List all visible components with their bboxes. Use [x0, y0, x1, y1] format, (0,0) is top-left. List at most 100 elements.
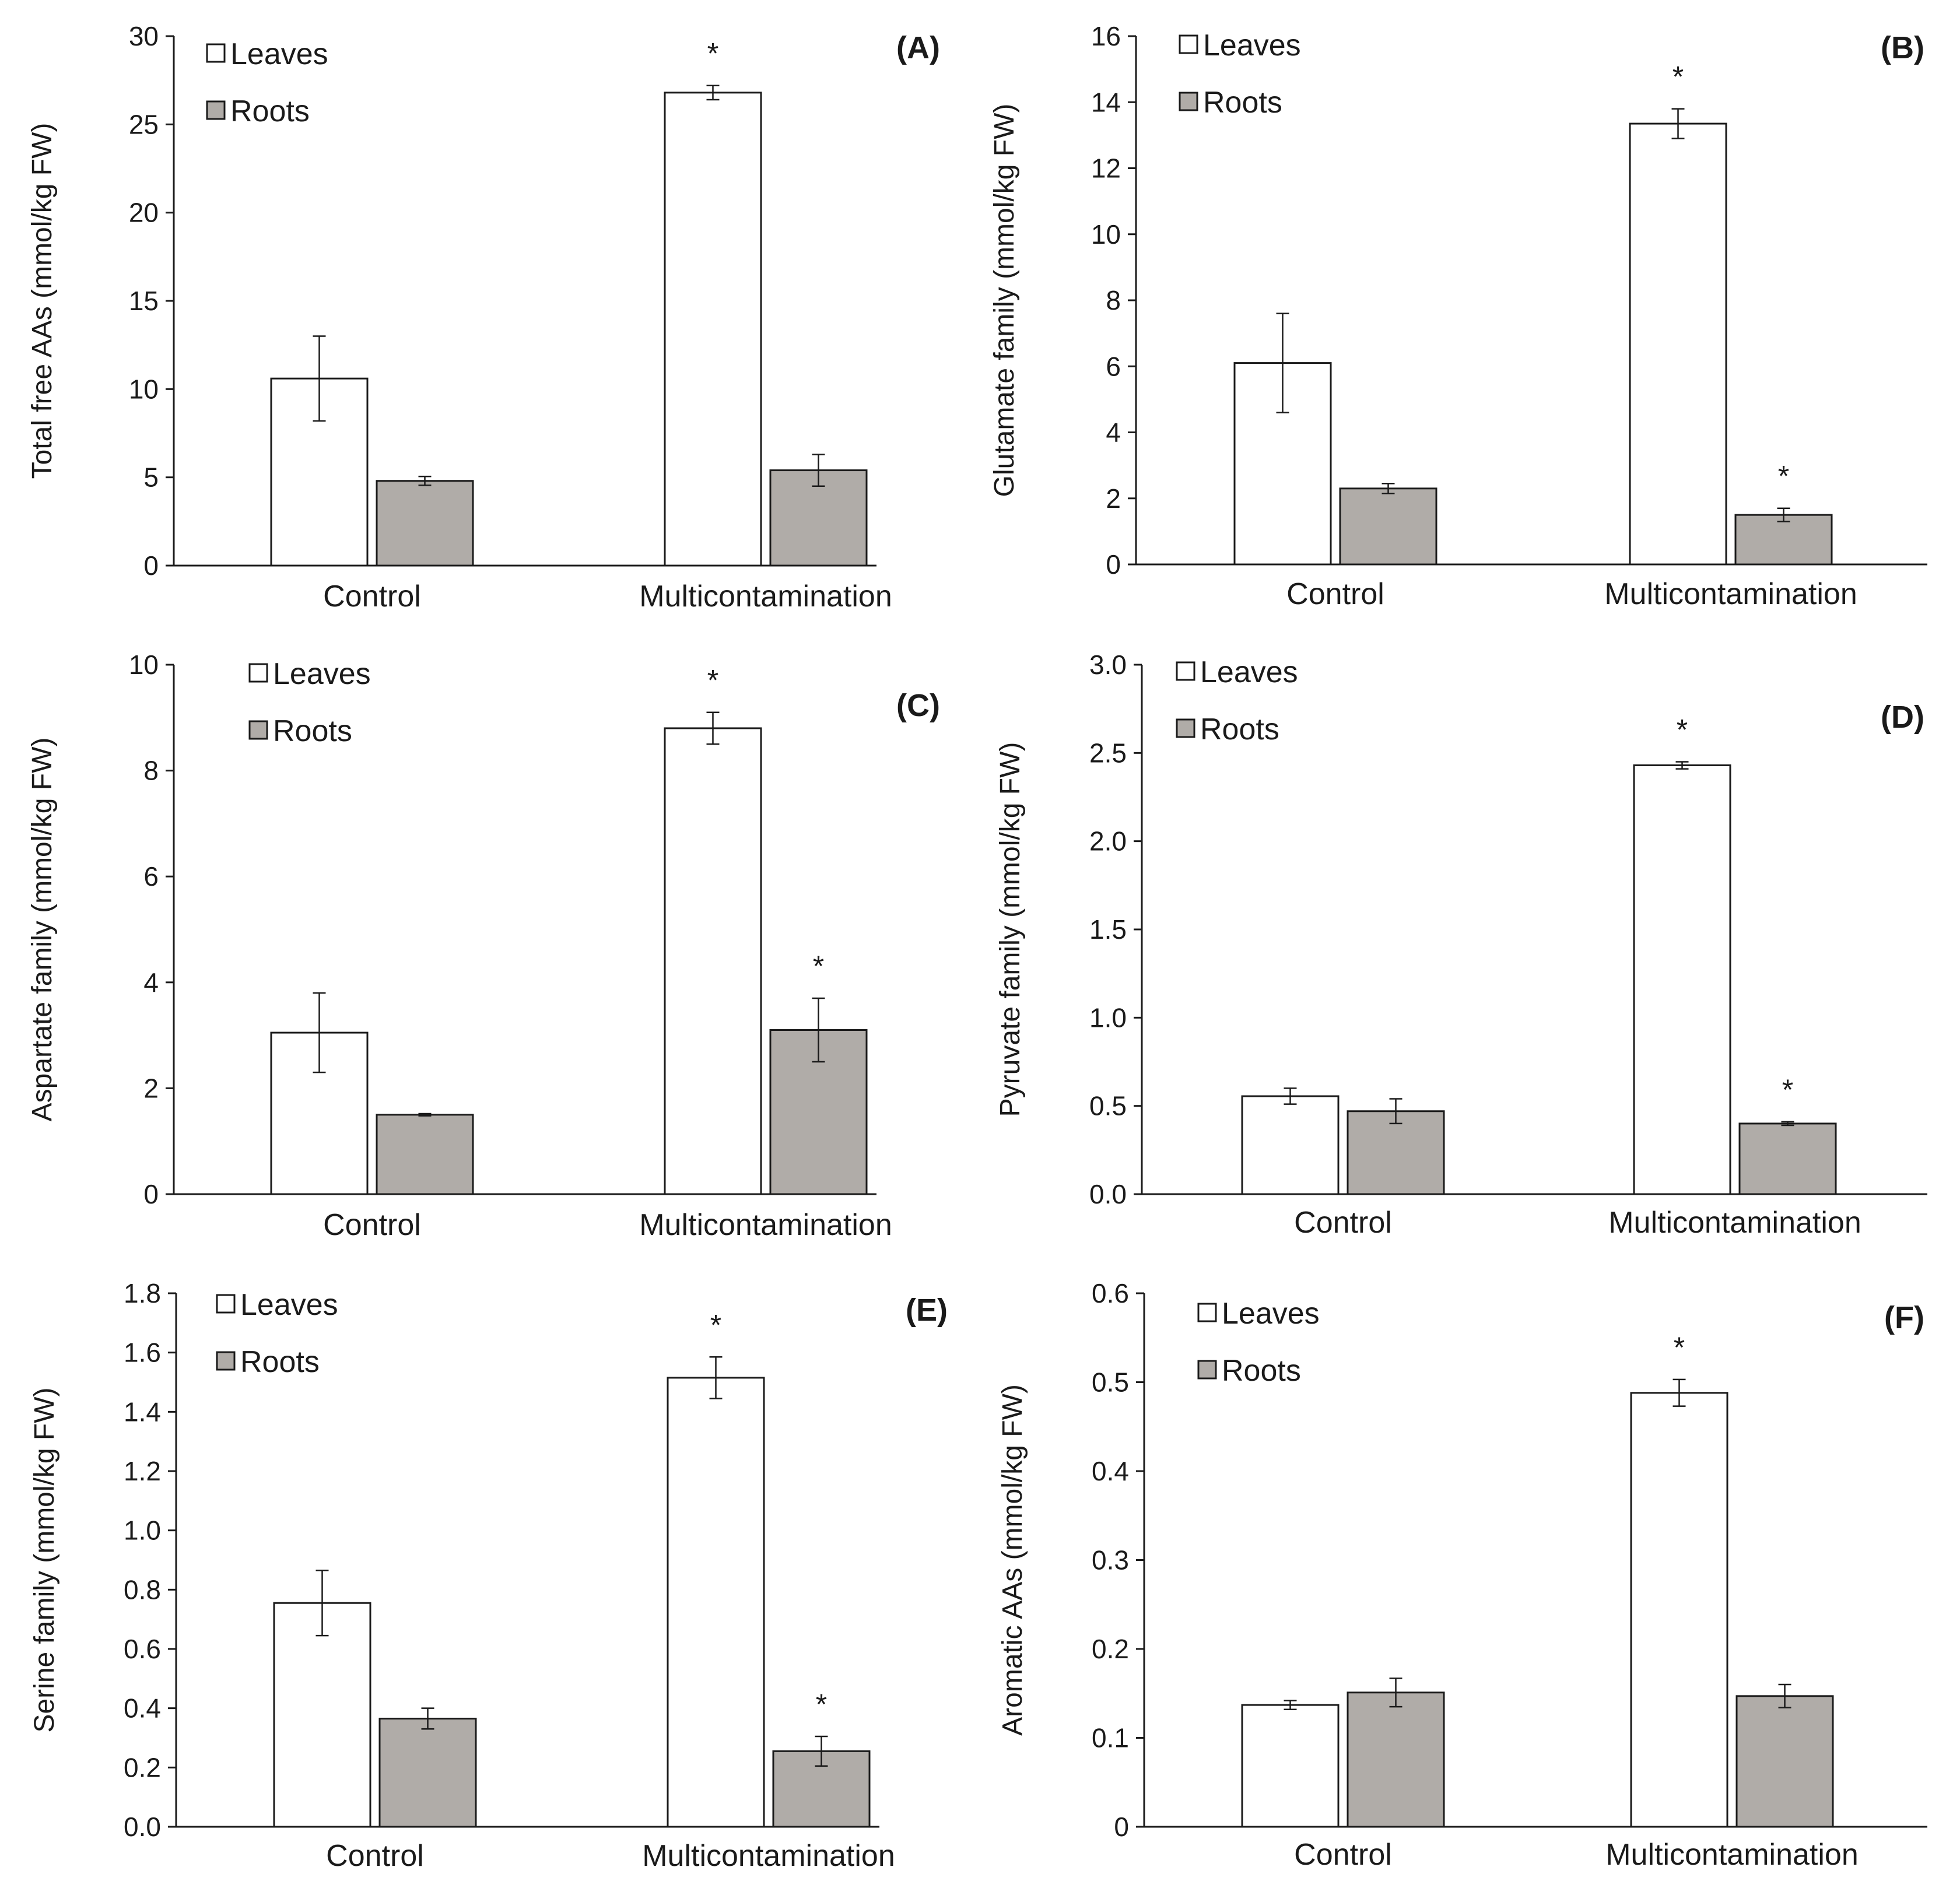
- legend-swatch-leaves: [1176, 661, 1195, 681]
- panel-label: (B): [1881, 30, 1924, 65]
- y-tick-label: 14: [1091, 87, 1121, 117]
- bar-leaves: [1633, 764, 1731, 1195]
- panel-label: (E): [906, 1293, 948, 1328]
- y-tick-label: 0: [143, 1179, 159, 1209]
- panel-label: (A): [896, 30, 940, 65]
- y-tick-label: 0.5: [1092, 1367, 1129, 1398]
- bar-roots: [378, 1717, 477, 1828]
- bar-roots: [1735, 1695, 1834, 1828]
- y-tick-label: 30: [129, 21, 159, 51]
- legend-label: Roots: [1222, 1354, 1301, 1388]
- y-tick-label: 2.5: [1089, 738, 1127, 768]
- significance-marker: *: [707, 664, 718, 697]
- bar-roots: [376, 480, 474, 567]
- bar-roots: [1339, 487, 1437, 566]
- bar-leaves: [1241, 1095, 1340, 1195]
- legend-label: Roots: [273, 714, 352, 748]
- x-category-label: Multicontamination: [1608, 1206, 1861, 1240]
- legend-swatch-roots: [206, 100, 226, 120]
- x-category-label: Control: [323, 580, 421, 613]
- y-tick-label: 0.4: [124, 1693, 161, 1724]
- legend-label: Leaves: [230, 37, 328, 71]
- y-tick-label: 2: [1106, 483, 1121, 514]
- y-tick-label: 0.2: [1092, 1634, 1129, 1664]
- y-tick-label: 1.5: [1089, 914, 1127, 945]
- x-category-label: Multicontamination: [642, 1839, 895, 1873]
- significance-marker: *: [1673, 61, 1684, 93]
- y-tick-label: 0.4: [1092, 1456, 1129, 1486]
- legend-swatch-leaves: [206, 43, 226, 63]
- legend-swatch-roots: [248, 720, 268, 740]
- y-tick-label: 20: [129, 198, 159, 228]
- y-tick-label: 4: [1106, 417, 1121, 448]
- bar-leaves: [1629, 122, 1727, 566]
- y-tick-label: 1.0: [124, 1515, 161, 1546]
- y-tick-label: 6: [1106, 351, 1121, 381]
- x-category-label: Control: [1286, 577, 1384, 611]
- y-tick-label: 16: [1091, 21, 1121, 51]
- chart-panel-e: 0.0 0.2 0.4 0.6 0.8 1.0 1.2 1.4 1.6 1.8 Serine fam…: [29, 1278, 948, 1873]
- legend-swatch-roots: [1176, 718, 1195, 738]
- significance-marker: *: [1677, 713, 1688, 746]
- y-tick-label: 0: [1114, 1812, 1129, 1842]
- legend-label: Roots: [1203, 86, 1282, 120]
- significance-marker: *: [1782, 1073, 1793, 1106]
- y-tick-label: 0: [1106, 549, 1121, 580]
- bar-roots: [1738, 1122, 1837, 1195]
- y-tick-label: 0.8: [124, 1574, 161, 1605]
- x-category-label: Multicontamination: [639, 580, 892, 613]
- y-tick-label: 0.2: [124, 1752, 161, 1782]
- y-tick-label: 8: [1106, 285, 1121, 315]
- y-tick-label: 8: [143, 756, 159, 786]
- legend-label: Roots: [230, 94, 310, 128]
- bar-leaves: [273, 1602, 371, 1828]
- legend-label: Leaves: [1222, 1297, 1320, 1331]
- y-axis-label: Total free AAs (mmol/kg FW): [27, 123, 58, 479]
- bar-roots: [1347, 1692, 1445, 1828]
- y-tick-label: 6: [143, 861, 159, 892]
- chart-panel-c: 0 2 4 6 8 10 Aspartate family (mmol/kg FW) Cont…: [27, 650, 940, 1242]
- x-category-label: Multicontamination: [1604, 577, 1857, 611]
- legend-label: Roots: [1200, 713, 1279, 746]
- y-tick-label: 4: [143, 967, 159, 998]
- bar-leaves: [1241, 1704, 1340, 1828]
- y-tick-label: 10: [129, 650, 159, 680]
- significance-marker: *: [813, 950, 824, 982]
- significance-marker: *: [707, 37, 718, 70]
- legend-swatch-leaves: [216, 1294, 236, 1314]
- panel-label: (C): [896, 688, 940, 723]
- y-tick-label: 10: [1091, 219, 1121, 250]
- bar-roots: [1734, 514, 1833, 566]
- y-tick-label: 0.0: [1089, 1179, 1127, 1209]
- y-tick-label: 0.6: [1092, 1278, 1129, 1308]
- bar-leaves: [664, 727, 762, 1195]
- y-tick-label: 15: [129, 286, 159, 316]
- y-tick-label: 25: [129, 109, 159, 139]
- x-category-label: Multicontamination: [1605, 1838, 1859, 1872]
- y-tick-label: 0: [143, 550, 159, 581]
- x-category-label: Multicontamination: [639, 1208, 892, 1242]
- legend-swatch-roots: [216, 1351, 236, 1371]
- significance-marker: *: [816, 1688, 827, 1721]
- legend-label: Leaves: [1200, 655, 1298, 689]
- y-tick-label: 1.2: [124, 1456, 161, 1486]
- y-tick-label: 2.0: [1089, 826, 1127, 857]
- chart-panel-a: 0 5 10 15 20 25 30 Total free AAs (mmol/kg FW) C…: [27, 21, 940, 613]
- y-tick-label: 0.0: [124, 1812, 161, 1842]
- chart-panel-f: 0 0.1 0.2 0.3 0.4 0.5 0.6 Aromatic AAs (mmol/kg…: [997, 1278, 1927, 1872]
- y-tick-label: 2: [143, 1073, 159, 1103]
- significance-marker: *: [710, 1308, 721, 1341]
- y-axis-label: Aromatic AAs (mmol/kg FW): [997, 1384, 1028, 1736]
- y-tick-label: 0.3: [1092, 1545, 1129, 1575]
- y-tick-label: 0.5: [1089, 1091, 1127, 1121]
- legend-swatch-leaves: [248, 663, 268, 683]
- y-tick-label: 1.6: [124, 1338, 161, 1368]
- bar-leaves: [664, 92, 762, 567]
- y-axis-label: Serine family (mmol/kg FW): [29, 1387, 60, 1732]
- legend-swatch-leaves: [1197, 1303, 1217, 1322]
- y-axis-label: Glutamate family (mmol/kg FW): [989, 104, 1020, 497]
- y-tick-label: 1.8: [124, 1278, 161, 1308]
- chart-panel-b: 0 2 4 6 8 10 12 14 16 Glutamate family (mmol/kg F…: [989, 21, 1927, 611]
- legend-label: Leaves: [240, 1288, 338, 1322]
